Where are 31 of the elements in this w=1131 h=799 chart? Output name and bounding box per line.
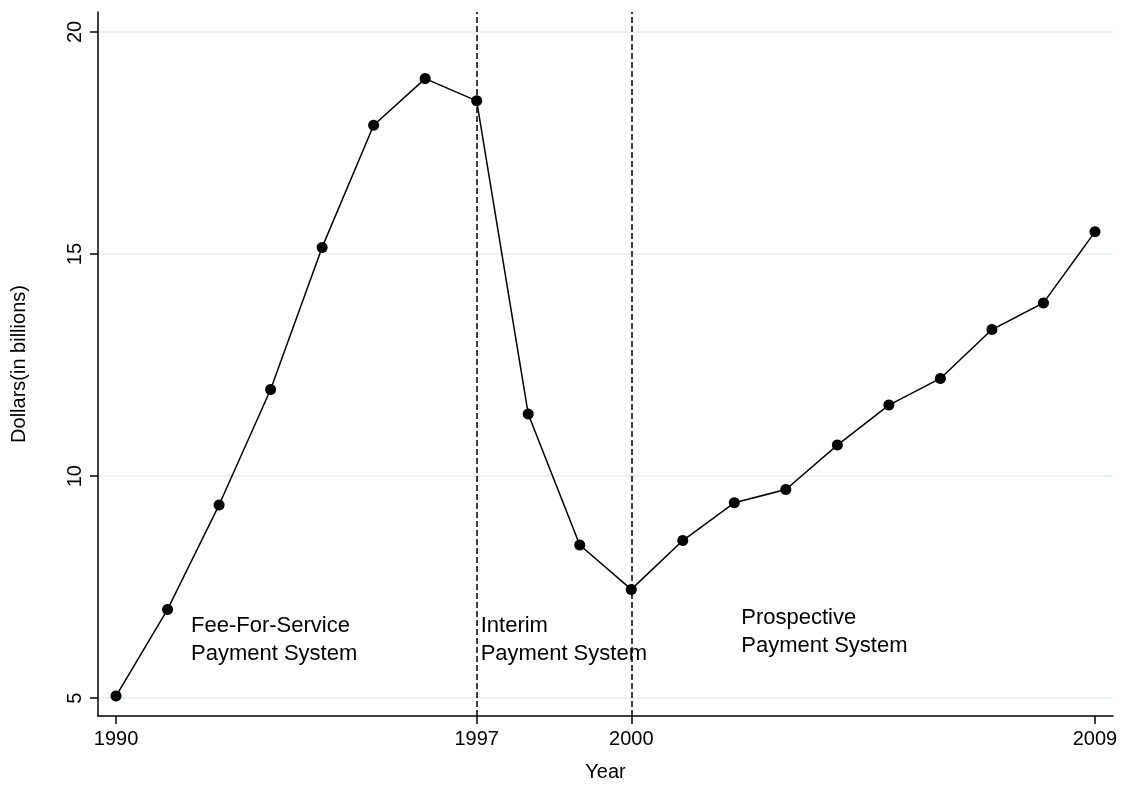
point: [1037, 297, 1049, 309]
point: [213, 499, 225, 511]
point: [574, 539, 586, 551]
x-tick-label: 2009: [1072, 727, 1118, 749]
x-tick-label: 1990: [93, 727, 139, 749]
annotation: Fee-For-Service Payment System: [191, 611, 358, 665]
point: [316, 241, 328, 253]
point: [986, 324, 998, 336]
point: [831, 439, 843, 451]
point: [1089, 226, 1101, 238]
point: [883, 399, 895, 411]
point: [522, 408, 534, 420]
point: [368, 119, 380, 131]
y-tick-label: 15: [63, 242, 85, 266]
x-axis-title: Year: [585, 760, 627, 782]
x-tick-label: 2000: [609, 727, 654, 749]
y-tick-label: 20: [63, 20, 85, 44]
point: [110, 690, 122, 702]
y-tick-label: 10: [63, 465, 85, 488]
annotation: Prospective Payment System: [741, 603, 908, 657]
y-axis-title: Dollars(in billions): [7, 285, 29, 443]
point: [780, 483, 792, 495]
annotation: Interim Payment System: [480, 611, 647, 665]
point: [265, 384, 277, 396]
point: [677, 535, 689, 547]
point: [419, 73, 431, 85]
point: [934, 372, 946, 384]
point: [728, 497, 740, 509]
y-tick-label: 5: [63, 692, 85, 704]
point: [162, 603, 174, 615]
x-tick-label: 1997: [454, 727, 499, 749]
